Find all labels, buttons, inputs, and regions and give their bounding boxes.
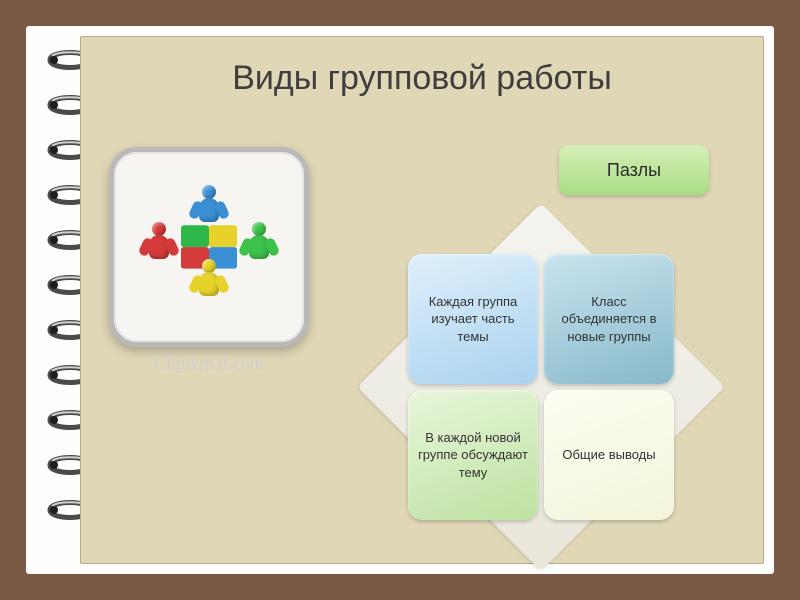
person-figure — [189, 259, 229, 309]
page-title: Виды групповой работы — [81, 59, 763, 98]
clipart-frame — [109, 147, 309, 347]
person-figure — [239, 222, 279, 272]
slide: Виды групповой работы ClipArtOf.com Пазл… — [80, 36, 764, 564]
tiles-grid: Каждая группа изучает часть темыКласс об… — [408, 254, 674, 520]
diagram: Каждая группа изучает часть темыКласс об… — [371, 227, 711, 547]
diagram-tile: Общие выводы — [544, 390, 674, 520]
person-figure — [139, 222, 179, 272]
diagram-tile: В каждой новой группе обсуждают тему — [408, 390, 538, 520]
diagram-tile: Класс объединяется в новые группы — [544, 254, 674, 384]
diagram-tile: Каждая группа изучает часть темы — [408, 254, 538, 384]
clipart-watermark: ClipArtOf.com — [109, 353, 309, 374]
pazly-button[interactable]: Пазлы — [559, 145, 709, 195]
pazly-label: Пазлы — [607, 160, 661, 181]
puzzle-scene — [129, 177, 289, 317]
person-figure — [189, 185, 229, 235]
